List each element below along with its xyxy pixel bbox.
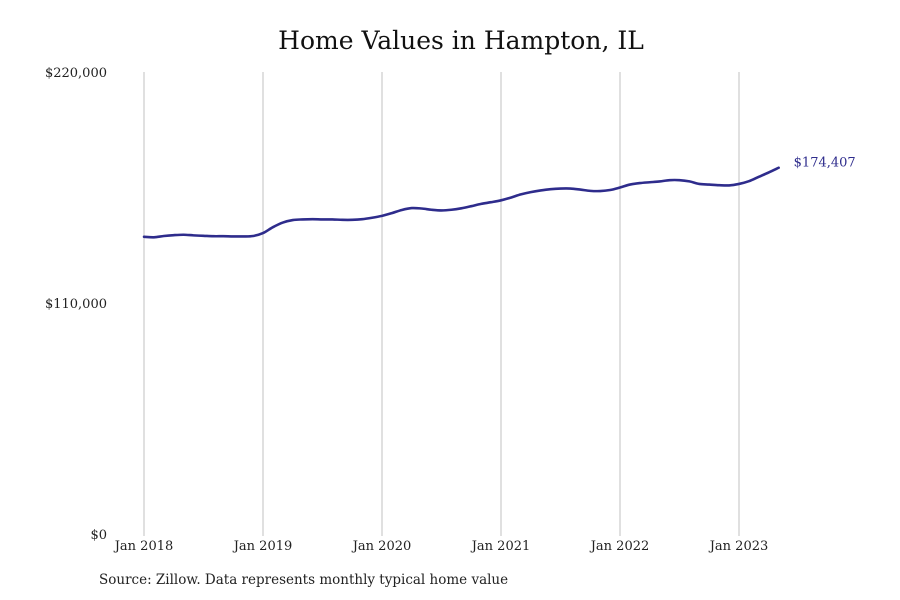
y-tick-label: $0 [90,528,107,543]
x-tick-label: Jan 2019 [232,539,293,554]
y-axis-ticks: $0 $110,000 $220,000 [45,66,107,543]
x-tick-label: Jan 2018 [113,539,174,554]
source-note: Source: Zillow. Data represents monthly … [99,572,509,588]
y-tick-label: $220,000 [45,66,107,81]
y-tick-label: $110,000 [45,297,107,312]
x-tick-label: Jan 2023 [708,539,769,554]
x-axis-ticks: Jan 2018 Jan 2019 Jan 2020 Jan 2021 Jan 2022… [113,539,769,554]
gridlines [143,72,740,536]
x-tick-label: Jan 2021 [470,539,531,554]
x-tick-label: Jan 2022 [589,539,650,554]
series-line-0 [142,166,780,239]
chart-title: Home Values in Hampton, IL [278,26,644,55]
end-value-label: $174,407 [794,156,856,171]
x-tick-label: Jan 2020 [351,539,412,554]
series-layer: $174,407 [142,156,856,239]
